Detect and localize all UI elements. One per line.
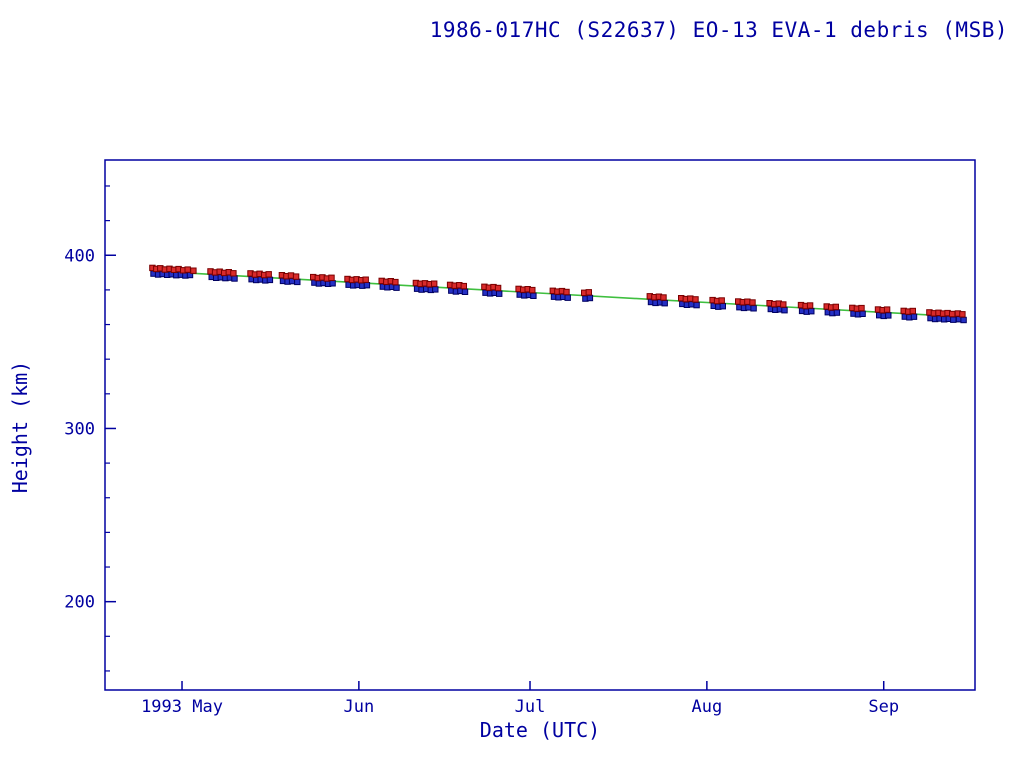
red-points-marker [494,284,502,292]
blue-points-marker [530,292,537,300]
plot-frame [104,159,976,691]
y-tick-label: 400 [64,246,95,266]
blue-points-marker [231,275,238,282]
red-points-marker [230,270,237,277]
red-points-marker [563,288,570,296]
blue-points-marker [496,290,503,297]
blue-points-marker [294,278,301,286]
blue-points-marker [432,286,439,293]
red-points-marker [858,304,865,312]
red-points-marker [959,311,966,318]
red-points-marker [744,298,751,305]
red-points-marker [718,297,725,304]
red-points-marker [328,274,335,282]
blue-points-marker [950,316,957,323]
blue-points-marker [833,309,841,316]
red-points-marker [949,310,956,318]
x-tick-label: Aug [692,697,723,717]
blue-points-marker [461,288,469,296]
red-points-marker [883,306,891,313]
blue-points-marker [781,307,788,314]
blue-points-marker [393,284,400,291]
red-points-marker [806,302,814,309]
red-points-marker [190,267,197,274]
blue-points-marker [363,282,371,289]
red-points-marker [585,289,592,296]
red-points-marker [780,301,787,308]
blue-points-marker [910,313,918,320]
blue-points-marker [661,300,668,307]
blue-points-marker [750,305,757,312]
red-points-marker [660,294,667,301]
x-axis-title: Date (UTC) [479,718,601,742]
chart-title: 1986-017HC (S22637) EO-13 EVA-1 debris (… [429,18,1008,42]
red-points-marker [692,296,699,303]
red-points-marker [460,282,468,290]
blue-points-marker [564,294,571,301]
red-points-marker [265,271,272,278]
red-points-marker [392,278,399,286]
red-points-marker [749,299,756,306]
y-tick-label: 200 [64,593,95,613]
red-points-marker [832,303,839,311]
red-points-marker [909,307,916,315]
red-points-marker [431,280,438,287]
blue-points-marker [719,303,726,310]
blue-points-marker [329,280,336,287]
x-tick-label: 1993 May [141,697,223,717]
blue-points-marker [586,294,594,302]
red-points-marker [362,276,369,283]
blue-points-marker [693,301,700,309]
x-tick-label: Jul [515,697,546,717]
x-tick-label: Sep [868,697,899,717]
red-points-marker [529,286,536,294]
y-tick-label: 300 [64,419,95,439]
blue-points-marker [808,308,815,315]
red-points-marker [287,272,295,279]
red-points-marker [184,266,191,273]
blue-points-marker [266,276,274,284]
blue-points-marker [885,312,892,319]
blue-points-marker [859,310,866,318]
blue-points-marker [960,316,967,324]
red-points-marker [292,273,300,280]
red-points-marker [687,295,694,302]
x-tick-label: Jun [344,697,375,717]
